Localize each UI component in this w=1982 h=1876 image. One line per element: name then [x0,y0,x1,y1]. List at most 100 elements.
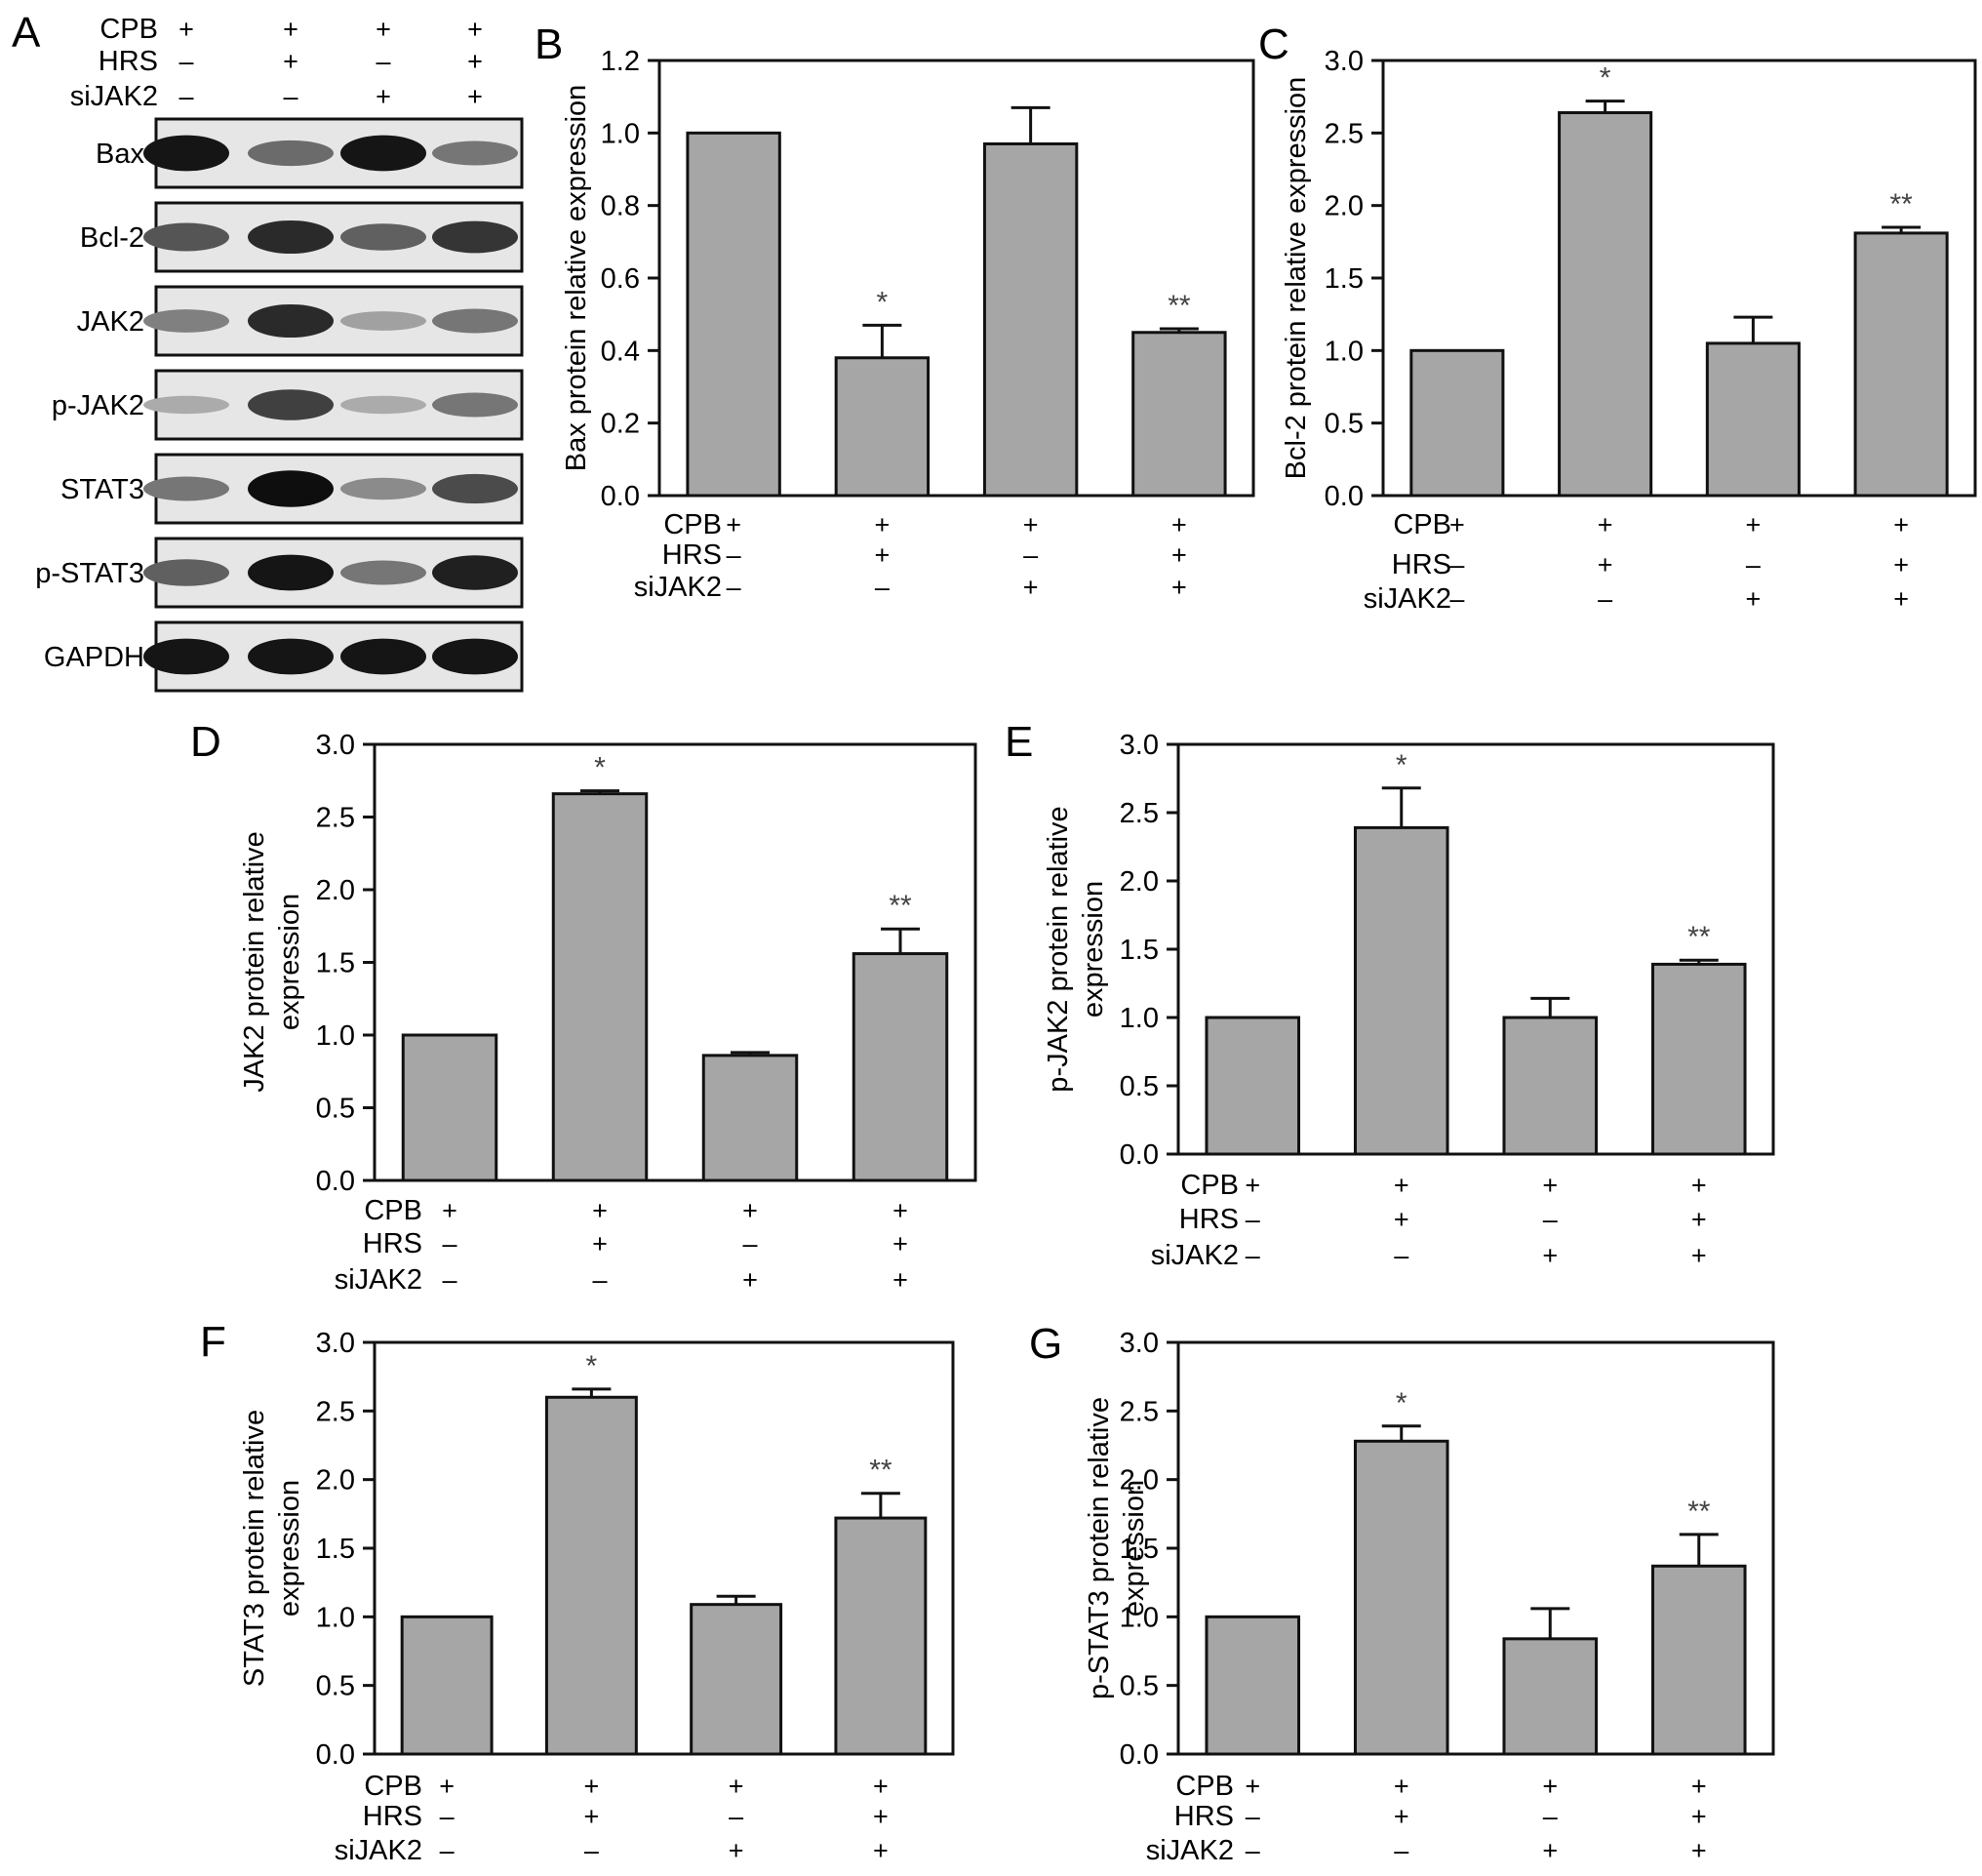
condition-sign: – [1598,584,1612,614]
blot-band [248,140,334,167]
condition-label: HRS [662,539,722,571]
condition-sign: + [873,1772,889,1801]
condition-sign: + [1691,1205,1707,1234]
y-tick-label: 1.0 [316,1020,355,1052]
blot-row-label: p-JAK2 [52,390,144,421]
condition-sign: + [283,15,298,44]
blot-row-label: p-STAT3 [35,558,144,589]
condition-sign: – [1543,1205,1558,1234]
bar [1131,331,1227,498]
blot-band [432,308,518,334]
y-tick-label: 0.4 [601,336,640,367]
blot-row-stat3: STAT3 [60,453,524,525]
bar [690,1603,783,1756]
condition-sign: – [1246,1802,1260,1831]
condition-label: siJAK2 [70,81,158,112]
bar [1705,341,1801,498]
condition-sign: + [729,1836,744,1865]
y-tick-label: 0.5 [316,1094,355,1125]
condition-label: CPB [1175,1771,1234,1802]
condition-sign: – [1394,1836,1408,1865]
blot-band [248,470,334,507]
condition-sign: + [1542,1241,1558,1270]
y-tick-label: 1.0 [1325,336,1364,367]
condition-label: CPB [1180,1170,1239,1201]
blot-band [432,392,518,418]
bar [1409,348,1505,498]
chart-panel-b: B 0.0 0.2 0.4 0.6 0.8 1.0 1.2 Bax protein relati… [535,20,1255,603]
condition-sign: – [1246,1836,1260,1865]
bar [400,1615,494,1756]
blot-row-gapdh: GAPDH [44,620,524,693]
condition-sign: + [1691,1802,1707,1831]
y-tick-label: 2.0 [316,1465,355,1497]
significance-mark: ** [1168,290,1191,322]
blot-band [248,638,334,675]
condition-sign: + [892,1196,908,1225]
bar [1558,111,1653,498]
significance-mark: * [1600,62,1611,95]
condition-sign: + [1245,1171,1260,1200]
panel-letter: G [1029,1320,1062,1368]
condition-sign: + [892,1265,908,1295]
bar-charts: B 0.0 0.2 0.4 0.6 0.8 1.0 1.2 Bax protein relati… [190,20,1977,1866]
blot-panel: A CPB + + + +HRS – + – +siJAK2– – + + BaxBcl-2JAK2p… [12,9,524,693]
condition-sign: + [873,1836,889,1865]
y-tick-label: 1.5 [1325,263,1364,295]
condition-label: CPB [99,14,158,45]
condition-sign: + [892,1229,908,1258]
condition-label: siJAK2 [335,1835,422,1866]
condition-label: HRS [1392,549,1451,580]
y-axis-label-line: p-STAT3 protein relative [1084,1397,1115,1699]
condition-label: HRS [363,1801,422,1832]
condition-sign: + [1542,1171,1558,1200]
panel-letter: B [535,20,563,68]
condition-sign: + [1745,510,1761,539]
condition-label: siJAK2 [634,572,722,603]
blot-band-rows: Bax Bcl-2 JAK2 p-JAK2 STAT3 p-STAT3 GAPDH [35,117,524,693]
chart-panel-d: D 0.0 0.5 1.0 1.5 2.0 2.5 3.0 JAK2 protein relat… [190,718,977,1296]
blot-band [143,135,229,172]
y-axis-label-line: expression [274,1480,305,1617]
condition-sign: + [1598,510,1613,539]
bar [1502,1637,1599,1756]
bar [1650,1564,1747,1756]
condition-sign: + [1171,510,1187,539]
significance-mark: * [1396,749,1407,781]
y-axis-label: Bax protein relative expression [561,85,592,472]
bar [834,356,931,498]
chart-panel-f: F 0.0 0.5 1.0 1.5 2.0 2.5 3.0 STAT3 protein rela… [200,1318,955,1866]
blot-band [143,222,229,252]
condition-sign: + [592,1196,608,1225]
bar [1650,962,1747,1156]
y-tick-label: 0.5 [1120,1671,1159,1702]
panel-letter: C [1258,20,1289,68]
condition-sign: + [1394,1772,1409,1801]
y-tick-label: 0.5 [1325,409,1364,440]
y-tick-label: 0.0 [316,1739,355,1771]
y-tick-label: 1.5 [1120,1534,1159,1565]
blot-band [143,309,229,333]
panel-letter: D [190,718,221,766]
condition-label: CPB [663,509,722,540]
blot-band [340,477,426,500]
significance-mark: ** [1889,188,1913,220]
condition-sign: + [442,1196,457,1225]
bar [1353,825,1449,1156]
blot-condition-rows: CPB + + + +HRS – + – +siJAK2– – + + [70,14,483,112]
blot-band [143,476,229,501]
condition-sign: + [1542,1772,1558,1801]
condition-sign: + [874,540,890,570]
condition-sign: + [467,82,483,111]
blot-band [340,311,426,331]
condition-sign: + [729,1772,744,1801]
y-tick-label: 3.0 [1325,46,1364,77]
significance-mark: * [877,286,889,318]
y-tick-label: 1.0 [601,118,640,149]
y-axis-label: p-JAK2 protein relative expression [1043,806,1109,1092]
blot-band [248,220,334,255]
panel-letter: F [200,1318,226,1366]
condition-sign: – [442,1265,456,1295]
y-tick-label: 2.0 [1325,191,1364,222]
condition-sign: – [283,82,297,111]
